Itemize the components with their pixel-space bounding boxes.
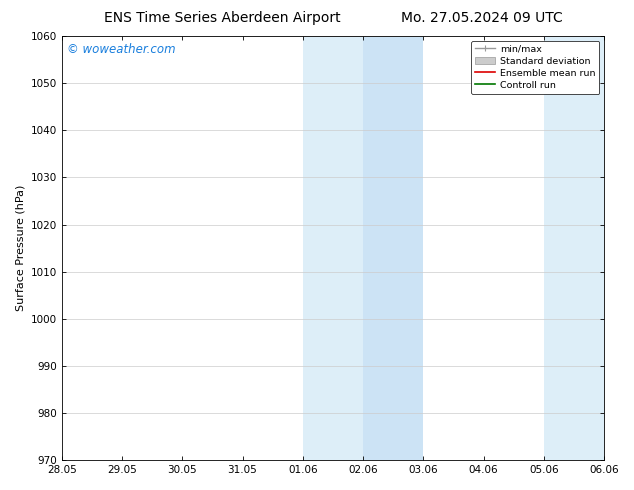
Text: ENS Time Series Aberdeen Airport: ENS Time Series Aberdeen Airport (103, 11, 340, 25)
Bar (303, 36, 363, 460)
Bar (363, 36, 424, 460)
Bar (544, 36, 604, 460)
Text: © woweather.com: © woweather.com (67, 43, 176, 55)
Y-axis label: Surface Pressure (hPa): Surface Pressure (hPa) (15, 185, 25, 311)
Text: Mo. 27.05.2024 09 UTC: Mo. 27.05.2024 09 UTC (401, 11, 563, 25)
Legend: min/max, Standard deviation, Ensemble mean run, Controll run: min/max, Standard deviation, Ensemble me… (471, 41, 600, 94)
